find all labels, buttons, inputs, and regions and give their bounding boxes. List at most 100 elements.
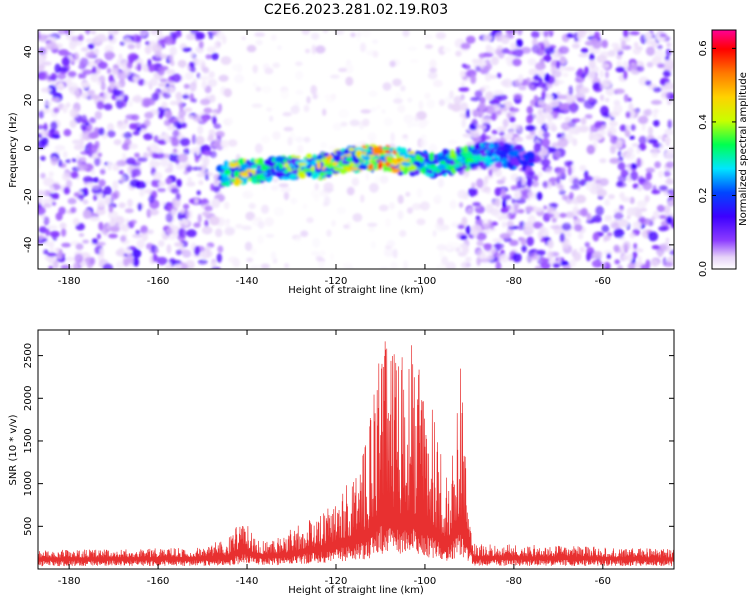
heatmap-cell bbox=[135, 230, 140, 235]
heatmap-cell bbox=[397, 104, 406, 113]
heatmap-cell bbox=[463, 64, 471, 70]
heatmap-cell bbox=[168, 153, 179, 163]
heatmap-cell bbox=[651, 150, 659, 158]
heatmap-cell bbox=[626, 215, 631, 220]
heatmap-cell bbox=[564, 162, 571, 168]
heatmap-cell bbox=[175, 249, 182, 256]
heatmap-cell bbox=[362, 118, 370, 127]
heatmap-cell bbox=[188, 198, 195, 204]
heatmap-cell bbox=[599, 94, 605, 101]
heatmap-cell bbox=[471, 230, 479, 238]
heatmap-cell bbox=[389, 60, 396, 68]
heatmap-cell bbox=[298, 162, 307, 166]
heatmap-cell bbox=[214, 40, 222, 49]
heatmap-cell bbox=[38, 139, 46, 150]
heatmap-cell bbox=[632, 251, 638, 259]
heatmap-cell bbox=[599, 69, 604, 79]
heatmap-cell bbox=[379, 266, 389, 269]
heatmap-cell bbox=[195, 59, 206, 66]
heatmap-cell bbox=[557, 94, 568, 100]
heatmap-cell bbox=[420, 134, 427, 139]
heatmap-cell bbox=[125, 246, 131, 255]
snr-x-axis: -180 -160 -140 -120 -100 -80 -60 bbox=[58, 330, 611, 587]
heatmap-cell bbox=[462, 133, 472, 138]
heatmap-cell bbox=[100, 81, 106, 91]
heatmap-cell bbox=[306, 153, 313, 159]
heatmap-cell bbox=[255, 173, 261, 181]
heatmap-cell bbox=[187, 177, 192, 183]
heatmap-cell bbox=[251, 103, 263, 108]
heatmap-cell bbox=[651, 245, 660, 250]
heatmap-cell bbox=[270, 34, 276, 41]
heatmap-cell bbox=[252, 176, 257, 184]
colorbar: 0.0 0.2 0.4 0.6 Normalized spectral amplitu… bbox=[698, 29, 749, 277]
heatmap-cell bbox=[457, 224, 465, 229]
heatmap-cell bbox=[402, 134, 409, 139]
heatmap-cell bbox=[160, 157, 169, 168]
heatmap-cell bbox=[485, 44, 492, 53]
heatmap-cell bbox=[495, 48, 503, 56]
snr-panel: -180 -160 -140 -120 -100 -80 -60 500 1000 1500 20… bbox=[8, 329, 675, 596]
heatmap-cell bbox=[541, 91, 546, 100]
snr-frame bbox=[37, 329, 675, 570]
heatmap-cell bbox=[192, 114, 201, 122]
heatmap-cell bbox=[248, 202, 256, 210]
heatmap-cell bbox=[329, 252, 335, 261]
heatmap-cell bbox=[153, 135, 159, 143]
heatmap-cell bbox=[435, 32, 447, 40]
heatmap-cell bbox=[50, 156, 58, 166]
heatmap-cell bbox=[264, 67, 274, 75]
heatmap-cell bbox=[230, 178, 236, 182]
heatmap-cell bbox=[262, 182, 267, 191]
heatmap-cell bbox=[151, 244, 156, 254]
heatmap-cell bbox=[81, 81, 90, 88]
heatmap-cell bbox=[69, 108, 80, 118]
heatmap-cell bbox=[630, 62, 636, 67]
heatmap-cell bbox=[615, 66, 625, 73]
colorbar-ticks: 0.0 0.2 0.4 0.6 bbox=[698, 40, 736, 277]
heatmap-cell bbox=[270, 251, 277, 261]
heatmap-cell bbox=[261, 85, 272, 94]
heatmap-cell bbox=[324, 196, 331, 206]
heatmap-cell bbox=[194, 245, 201, 256]
heatmap-cell bbox=[594, 121, 603, 129]
heatmap-cell bbox=[255, 39, 263, 46]
heatmap-cell bbox=[421, 154, 428, 158]
x-tick-label: -180 bbox=[58, 276, 81, 287]
heatmap-cell bbox=[477, 103, 486, 112]
heatmap-cell bbox=[270, 167, 275, 174]
heatmap-cell bbox=[213, 123, 222, 129]
colorbar-gradient bbox=[711, 29, 737, 270]
heatmap-cell bbox=[255, 86, 262, 92]
heatmap-cell bbox=[646, 61, 654, 68]
x-tick-label: -60 bbox=[595, 576, 611, 587]
heatmap-cell bbox=[183, 170, 189, 175]
heatmap-cell bbox=[256, 165, 262, 169]
heatmap-cell bbox=[517, 224, 526, 231]
heatmap-cell bbox=[592, 232, 600, 242]
heatmap-cell bbox=[203, 107, 213, 114]
heatmap-cell bbox=[364, 160, 370, 166]
heatmap-cell bbox=[626, 65, 633, 72]
heatmap-cell bbox=[664, 82, 674, 91]
heatmap-cell bbox=[514, 189, 522, 200]
heatmap-cell bbox=[645, 46, 655, 56]
heatmap-cell bbox=[107, 161, 112, 171]
heatmap-cell bbox=[604, 217, 612, 222]
heatmap-cell bbox=[473, 143, 481, 151]
heatmap-cell bbox=[518, 74, 524, 84]
heatmap-cell bbox=[40, 155, 46, 161]
heatmap-cell bbox=[264, 160, 274, 166]
heatmap-cell bbox=[558, 46, 570, 55]
heatmap-cell bbox=[437, 164, 446, 171]
heatmap-cell bbox=[442, 47, 451, 53]
heatmap-cell bbox=[40, 130, 49, 137]
heatmap-cell bbox=[607, 126, 617, 135]
heatmap-cell bbox=[169, 100, 178, 106]
heatmap-cell bbox=[371, 156, 380, 160]
heatmap-cell bbox=[609, 120, 618, 127]
heatmap-cell bbox=[400, 85, 406, 92]
heatmap-cell bbox=[494, 162, 502, 168]
heatmap-cell bbox=[603, 261, 611, 269]
heatmap-cell bbox=[167, 162, 174, 172]
